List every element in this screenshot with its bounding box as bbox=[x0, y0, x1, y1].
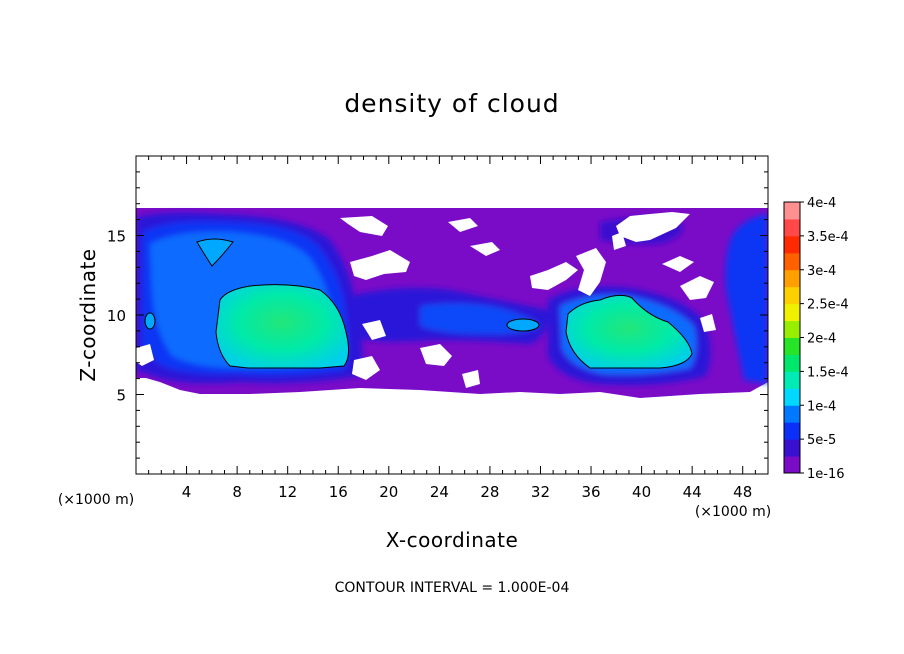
colorbar-swatch bbox=[784, 286, 800, 305]
colorbar-swatch bbox=[784, 405, 800, 423]
x-tick-label: 24 bbox=[430, 483, 449, 501]
colorbar-swatch bbox=[784, 354, 800, 372]
x-tick-label: 20 bbox=[379, 483, 398, 501]
y-axis-title: Z-coordinate bbox=[76, 248, 100, 381]
colorbar-swatch bbox=[784, 337, 800, 355]
x-tick-label: 36 bbox=[581, 483, 600, 501]
colorbar-label: 3.5e-4 bbox=[807, 230, 849, 245]
colorbar-label: 1e-4 bbox=[807, 399, 836, 414]
colorbar-label: 1e-16 bbox=[807, 467, 845, 482]
x-tick-label: 32 bbox=[531, 483, 550, 501]
colorbar-label: 1.5e-4 bbox=[807, 365, 849, 380]
colorbar-swatch bbox=[784, 235, 800, 254]
colorbar-swatch bbox=[784, 202, 800, 220]
y-tick-label: 15 bbox=[107, 228, 126, 246]
colorbar-swatch bbox=[784, 456, 800, 474]
colorbar-label: 3e-4 bbox=[807, 264, 836, 279]
chart-title: density of cloud bbox=[344, 89, 559, 118]
colorbar-swatch bbox=[784, 388, 800, 406]
colorbar-swatch bbox=[784, 252, 800, 271]
x-tick-label: 12 bbox=[278, 483, 297, 501]
right-edge-cloud bbox=[725, 214, 768, 384]
colorbar-label: 2e-4 bbox=[807, 332, 836, 347]
contour-interval-note: CONTOUR INTERVAL = 1.000E-04 bbox=[335, 580, 570, 596]
colorbar-swatch bbox=[784, 218, 800, 237]
colorbar-label: 2.5e-4 bbox=[807, 298, 849, 313]
x-tick-label: 4 bbox=[182, 483, 192, 501]
x-tick-label: 8 bbox=[232, 483, 242, 501]
mid-small-blob bbox=[506, 318, 540, 332]
colorbar-swatch bbox=[784, 320, 800, 338]
x-tick-label: 44 bbox=[683, 483, 702, 501]
colorbar-label: 5e-5 bbox=[807, 433, 836, 448]
x-unit-label-right: (×1000 m) bbox=[695, 504, 771, 520]
colorbar-swatch bbox=[784, 439, 800, 457]
colorbar-label: 4e-4 bbox=[807, 196, 836, 211]
x-tick-label: 16 bbox=[329, 483, 348, 501]
colorbar: 1e-16 5e-5 1e-4 1.5e-4 2e-4 2.5e-4 3e-4 3.5e-4 4… bbox=[783, 196, 849, 482]
y-tick-label: 5 bbox=[116, 387, 126, 405]
colorbar-swatch bbox=[784, 303, 800, 322]
colorbar-swatch bbox=[784, 422, 800, 440]
clear-air-holes bbox=[136, 212, 716, 388]
x-tick-label: 40 bbox=[632, 483, 651, 501]
x-axis-title: X-coordinate bbox=[386, 528, 519, 552]
core-left-region bbox=[215, 284, 350, 369]
left-edge-blob bbox=[144, 312, 156, 330]
colorbar-swatch bbox=[784, 371, 800, 389]
density-field bbox=[136, 208, 768, 398]
x-tick-label: 48 bbox=[733, 483, 752, 501]
core-right-region bbox=[565, 294, 693, 369]
x-tick-label: 28 bbox=[480, 483, 499, 501]
x-axis: 4 8 12 16 20 24 28 32 36 40 44 48 bbox=[148, 156, 756, 501]
x-unit-label-left: (×1000 m) bbox=[58, 492, 134, 508]
colorbar-swatch bbox=[784, 269, 800, 288]
y-axis: 5 10 15 bbox=[107, 171, 768, 459]
small-triangle-core bbox=[196, 238, 234, 267]
y-tick-label: 10 bbox=[107, 307, 126, 325]
